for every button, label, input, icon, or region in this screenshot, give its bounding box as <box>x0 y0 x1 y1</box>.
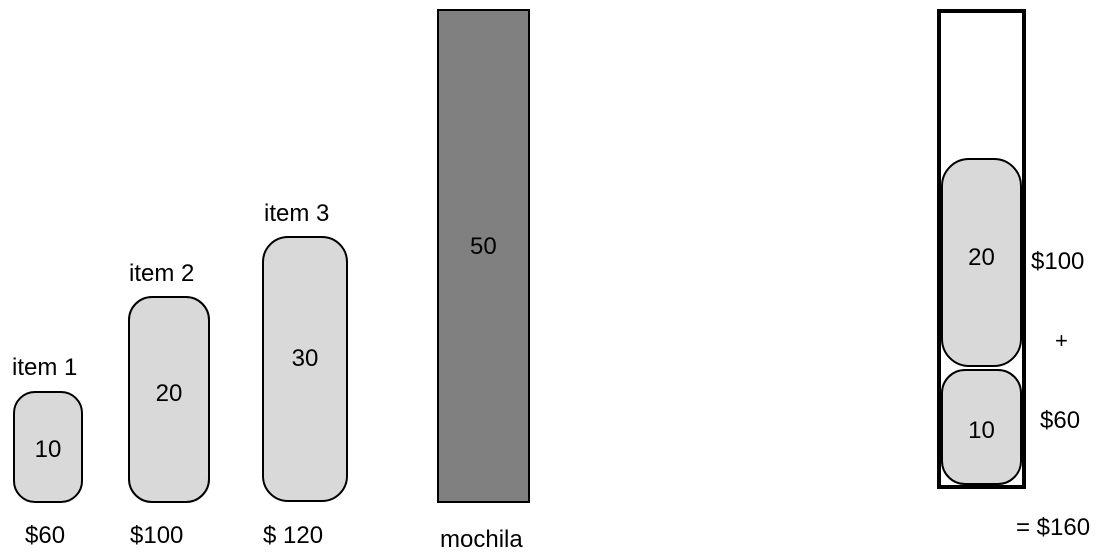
plus-sign: + <box>1055 328 1068 353</box>
item-3-box: 30 <box>262 236 348 502</box>
item-1-box: 10 <box>13 391 83 503</box>
item-3-price: $ 120 <box>263 522 324 549</box>
item-1-name: item 1 <box>12 354 78 381</box>
item-2-weight: 20 <box>155 379 183 407</box>
item-3-weight: 30 <box>291 345 319 372</box>
knapsack-bar: 50 <box>437 9 530 503</box>
total-value: = $160 <box>1016 514 1091 541</box>
packed-item-20: 20 <box>941 158 1022 367</box>
packed-price-60: $60 <box>1040 407 1081 434</box>
packed-price-100: $100 <box>1031 248 1085 275</box>
item-2-price: $100 <box>130 522 184 549</box>
knapsack-label: mochila <box>440 526 523 553</box>
item-1-weight: 10 <box>34 436 62 463</box>
item-2-box: 20 <box>128 296 210 503</box>
packed-item-10: 10 <box>941 369 1022 485</box>
item-1-price: $60 <box>25 522 66 549</box>
knapsack-capacity: 50 <box>470 233 497 260</box>
packed-item-20-weight: 20 <box>968 243 995 271</box>
item-3-name: item 3 <box>264 200 330 227</box>
packed-item-10-weight: 10 <box>968 417 995 444</box>
item-2-name: item 2 <box>129 260 195 287</box>
